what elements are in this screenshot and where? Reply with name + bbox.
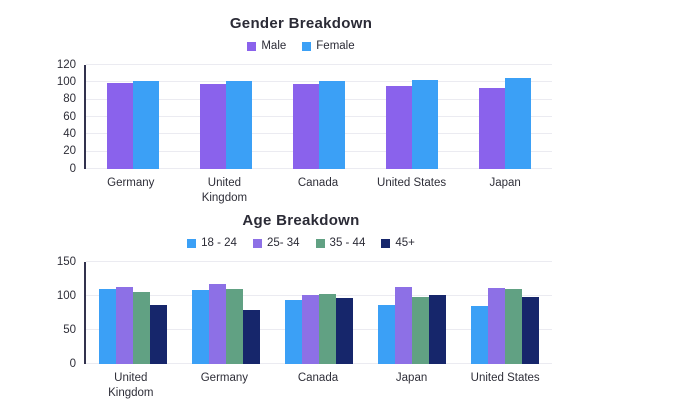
- bar-group-germany: [191, 284, 260, 364]
- legend-label: 45+: [395, 237, 415, 249]
- bar-group-united-states: [471, 287, 540, 364]
- gender-breakdown-chart: Gender Breakdown Male Female 0 20 40 60 80 100…: [50, 14, 552, 206]
- legend-swatch-female-icon: [302, 41, 312, 51]
- bar-female-united-kingdom: [225, 81, 252, 169]
- legend-item-25-34: 25- 34: [252, 237, 300, 249]
- y-axis-tick-label: 80: [63, 92, 76, 105]
- legend-swatch-male-icon: [247, 41, 257, 51]
- bar-female-united-states: [412, 79, 439, 169]
- bar-male-united-kingdom: [199, 84, 226, 169]
- legend-swatch-45-icon: [381, 238, 391, 248]
- bar-male-united-states: [386, 85, 413, 169]
- bar-25-34-japan: [395, 287, 413, 364]
- y-axis-tick-label: 40: [63, 127, 76, 140]
- bar-45-united-kingdom: [149, 304, 167, 364]
- bar-45-japan: [429, 295, 447, 364]
- bar-female-germany: [132, 81, 159, 169]
- legend-item-female: Female: [302, 40, 355, 52]
- x-axis-label: Germany: [200, 372, 249, 384]
- y-axis-tick-label: 120: [56, 58, 76, 71]
- bar-25-34-united-states: [488, 287, 506, 364]
- y-axis-tick-label: 100: [56, 75, 76, 88]
- legend-label: 35 - 44: [329, 237, 366, 249]
- bar-18-24-canada: [284, 300, 302, 364]
- bar-female-japan: [505, 78, 532, 169]
- legend-label: Female: [316, 40, 355, 52]
- x-axis: Germany United Kingdom Canada United States…: [84, 176, 552, 206]
- bar-35-44-united-states: [505, 289, 523, 364]
- bar-male-japan: [479, 87, 506, 169]
- x-axis-label: Canada: [297, 372, 339, 384]
- bar-45-united-states: [522, 296, 540, 364]
- bar-45-germany: [242, 309, 260, 364]
- y-axis-tick-label: 60: [63, 110, 76, 123]
- x-axis-label: United States: [470, 372, 540, 384]
- plot: [84, 261, 552, 364]
- bar-25-34-united-kingdom: [115, 287, 133, 364]
- y-axis-tick-label: 50: [63, 323, 76, 336]
- x-axis-label: Japan: [395, 372, 428, 384]
- bar-25-34-canada: [301, 294, 319, 364]
- x-axis-label: Germany: [107, 177, 155, 189]
- legend-item-male: Male: [247, 40, 286, 52]
- x-axis-label: United Kingdom: [201, 177, 248, 204]
- x-axis-label: Canada: [297, 177, 339, 189]
- bar-35-44-germany: [225, 289, 243, 364]
- bar-35-44-japan: [412, 297, 430, 364]
- bar-group-japan: [479, 78, 532, 169]
- legend-swatch-35-44-icon: [315, 238, 325, 248]
- x-axis-label: United Kingdom: [108, 372, 154, 399]
- legend-label: Male: [261, 40, 287, 52]
- bar-18-24-united-states: [471, 306, 489, 364]
- bar-female-canada: [318, 81, 345, 169]
- plot: [84, 64, 552, 169]
- gridline: [86, 261, 552, 262]
- legend-swatch-18-24-icon: [187, 238, 197, 248]
- y-axis-tick-label: 150: [56, 255, 76, 268]
- legend-label: 25- 34: [266, 237, 300, 249]
- age-breakdown-chart: Age Breakdown 18 - 24 25- 34 35 - 44 45+ 0 5…: [50, 211, 552, 401]
- bar-18-24-japan: [378, 304, 396, 364]
- plot-area: 0 20 40 60 80 100 120: [50, 59, 552, 174]
- x-axis-label: United States: [377, 177, 447, 189]
- y-axis-tick-label: 0: [69, 357, 76, 370]
- bar-25-34-germany: [208, 284, 226, 364]
- chart-title: Gender Breakdown: [229, 15, 373, 32]
- bar-35-44-united-kingdom: [132, 291, 150, 364]
- bar-male-canada: [292, 84, 319, 169]
- bar-45-canada: [335, 298, 353, 364]
- legend: 18 - 24 25- 34 35 - 44 45+: [50, 236, 552, 250]
- legend-swatch-25-34-icon: [252, 238, 262, 248]
- bar-male-germany: [106, 83, 133, 169]
- bar-group-canada: [284, 293, 353, 364]
- legend: Male Female: [50, 39, 552, 53]
- bar-group-united-states: [386, 79, 439, 169]
- legend-label: 18 - 24: [201, 237, 237, 249]
- gridline: [86, 64, 552, 65]
- legend-item-35-44: 35 - 44: [315, 237, 366, 249]
- bar-18-24-germany: [191, 289, 209, 364]
- x-axis: United Kingdom Germany Canada Japan United S…: [84, 371, 552, 401]
- bar-18-24-united-kingdom: [98, 289, 116, 364]
- plot-area: 0 50 100 150: [50, 256, 552, 369]
- bar-group-japan: [378, 287, 447, 364]
- bar-group-germany: [106, 81, 159, 169]
- legend-item-18-24: 18 - 24: [187, 237, 237, 249]
- bar-group-united-kingdom: [199, 81, 252, 169]
- bar-group-united-kingdom: [98, 287, 167, 364]
- x-axis-label: Japan: [489, 177, 521, 189]
- y-axis-tick-label: 20: [63, 144, 76, 157]
- y-axis-tick-label: 100: [56, 289, 76, 302]
- y-axis: 0 20 40 60 80 100 120: [50, 59, 84, 174]
- y-axis: 0 50 100 150: [50, 256, 84, 369]
- chart-title: Age Breakdown: [242, 212, 360, 229]
- bar-35-44-canada: [318, 293, 336, 364]
- y-axis-tick-label: 0: [69, 162, 76, 175]
- bar-group-canada: [292, 81, 345, 169]
- legend-item-45: 45+: [381, 237, 415, 249]
